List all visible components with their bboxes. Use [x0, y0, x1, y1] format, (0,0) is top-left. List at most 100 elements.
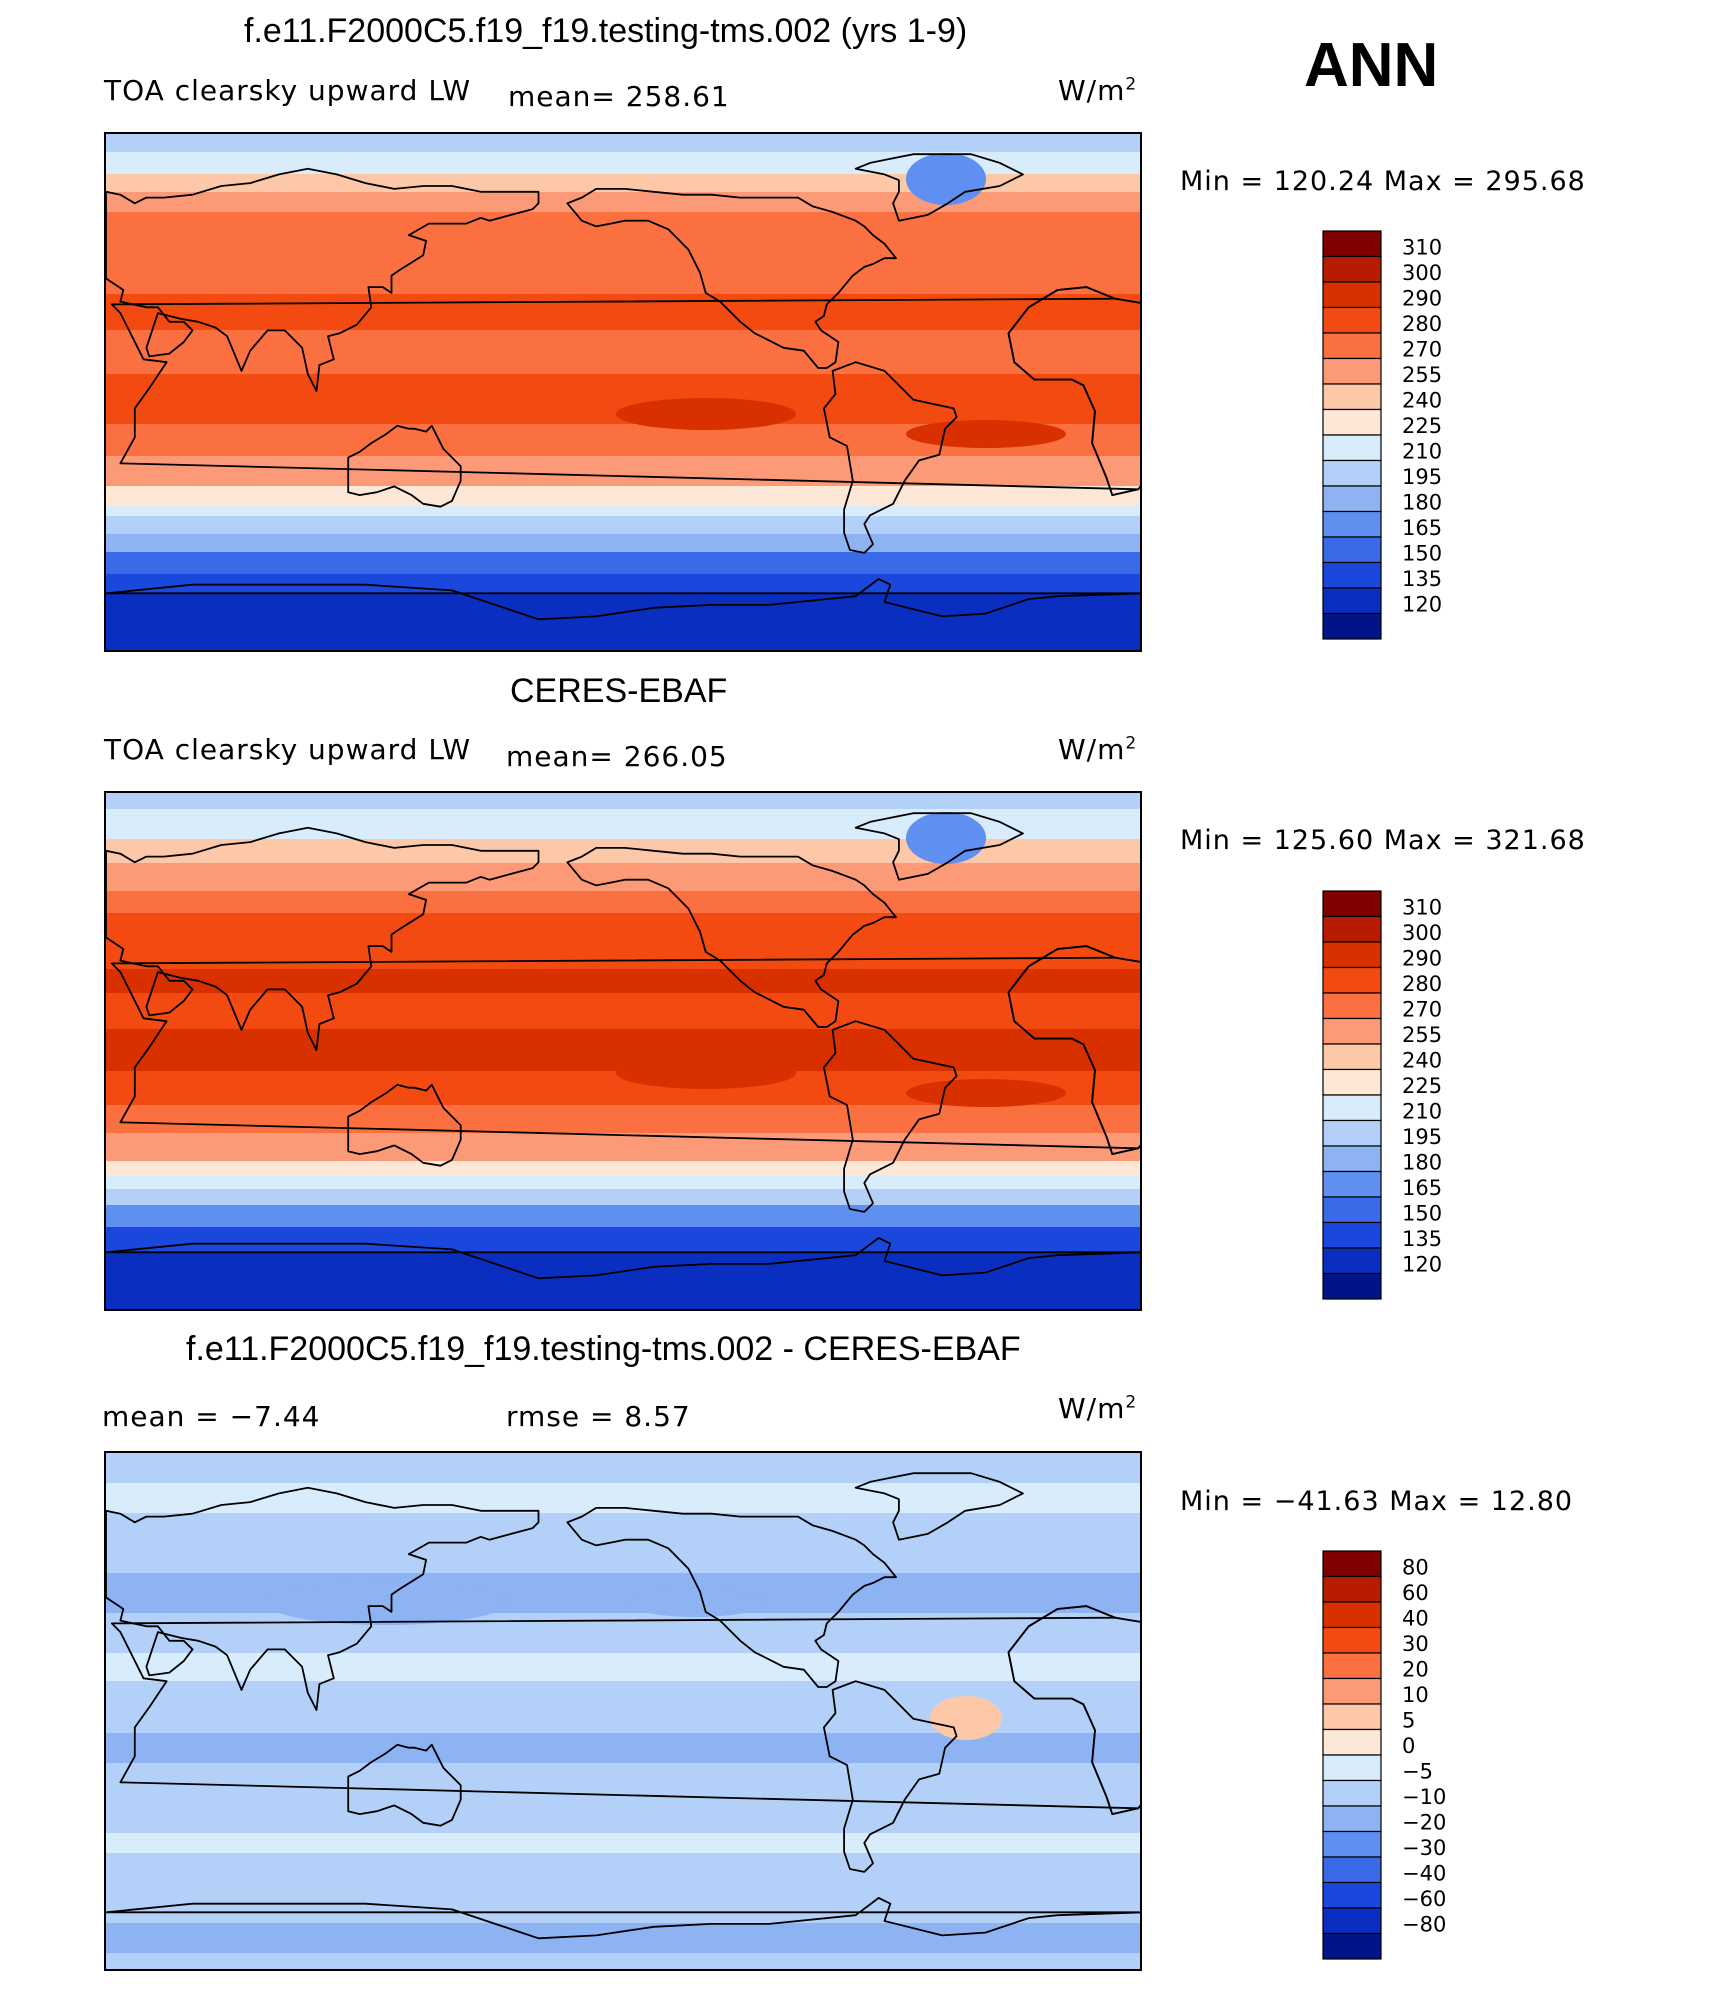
coastline: [106, 1237, 1140, 1280]
season-label: ANN: [1304, 31, 1439, 100]
colorbar-tick-label: 255: [1402, 1023, 1442, 1047]
colorbar-box: [1322, 408, 1382, 436]
colorbar-tick-label: 60: [1402, 1581, 1429, 1605]
panel1-map: [104, 132, 1142, 652]
panel2-mean-label: mean= 266.05: [506, 740, 728, 773]
colorbar-box: [1322, 1677, 1382, 1705]
coastline: [566, 188, 897, 369]
colorbar-box: [1322, 1068, 1382, 1096]
contour-blob: [616, 1057, 796, 1089]
coastline: [106, 167, 540, 392]
colorbar-tick-label: 195: [1402, 1125, 1442, 1149]
contour-band: [106, 1227, 1140, 1253]
contour-band: [106, 1029, 1140, 1071]
colorbar-tick-label: 300: [1402, 261, 1442, 285]
colorbar-tick-label: 120: [1402, 1253, 1442, 1277]
contour-band: [106, 134, 1140, 152]
colorbar-box: [1322, 255, 1382, 283]
contour-band: [106, 174, 1140, 192]
colorbar-tick-label: 30: [1402, 1632, 1429, 1656]
contour-band: [106, 1853, 1140, 1923]
colorbar-box: [1322, 561, 1382, 589]
colorbar-box: [1322, 1728, 1382, 1756]
colorbar-box: [1322, 383, 1382, 411]
colorbar-box: [1322, 1626, 1382, 1654]
colorbar-tick-label: 240: [1402, 389, 1442, 413]
colorbar-tick-label: 300: [1402, 921, 1442, 945]
colorbar-box: [1322, 306, 1382, 334]
colorbar-tick-label: 210: [1402, 1100, 1442, 1124]
panel3-minmax: Min = −41.63 Max = 12.80: [1180, 1486, 1574, 1517]
contour-band: [106, 1205, 1140, 1227]
coastline: [566, 847, 897, 1028]
colorbar-box: [1322, 612, 1382, 640]
colorbar-tick-label: 225: [1402, 1074, 1442, 1098]
contour-band: [106, 1833, 1140, 1853]
colorbar-box: [1322, 587, 1382, 615]
colorbar-tick-label: 270: [1402, 338, 1442, 362]
colorbar-box: [1322, 1907, 1382, 1935]
colorbar-box: [1322, 1272, 1382, 1300]
colorbar-box: [1322, 1094, 1382, 1122]
contour-band: [106, 534, 1140, 552]
colorbar-tick-label: 280: [1402, 312, 1442, 336]
colorbar-tick-label: 135: [1402, 1227, 1442, 1251]
coastline: [347, 1743, 462, 1827]
contour-band: [106, 1923, 1140, 1953]
panel1-colorbar: 3103002902802702552402252101951801651501…: [1322, 230, 1442, 640]
colorbar-tick-label: 165: [1402, 1176, 1442, 1200]
contour-band: [106, 891, 1140, 913]
contour-band: [106, 1161, 1140, 1175]
coastline: [106, 1897, 1140, 1940]
contour-band: [106, 506, 1140, 516]
colorbar-box: [1322, 1575, 1382, 1603]
colorbar-tick-label: 180: [1402, 1151, 1442, 1175]
colorbar-box: [1322, 890, 1382, 918]
colorbar-tick-label: −40: [1402, 1862, 1446, 1886]
contour-band: [106, 594, 1140, 650]
colorbar-tick-label: 135: [1402, 567, 1442, 591]
panel2-colorbar: 3103002902802702552402252101951801651501…: [1322, 890, 1442, 1300]
colorbar-tick-label: 195: [1402, 465, 1442, 489]
colorbar-box: [1322, 1805, 1382, 1833]
colorbar-tick-label: −5: [1402, 1760, 1433, 1784]
panel3-units: W/m2: [1058, 1392, 1138, 1425]
panel2-variable-label: TOA clearsky upward LW: [104, 733, 472, 766]
colorbar-tick-label: 180: [1402, 491, 1442, 515]
contour-blob: [906, 153, 986, 205]
contour-band: [106, 1253, 1140, 1309]
contour-blob: [626, 1589, 766, 1617]
coastline: [823, 1680, 958, 1873]
contour-band: [106, 863, 1140, 891]
panel3-mean-label: mean = −7.44: [102, 1400, 321, 1433]
contour-band: [106, 1733, 1140, 1763]
colorbar-tick-label: −80: [1402, 1913, 1446, 1937]
colorbar-box: [1322, 1043, 1382, 1071]
colorbar-tick-label: −20: [1402, 1811, 1446, 1835]
contour-blob: [906, 1079, 1066, 1107]
coastline-wrap: [1007, 286, 1140, 497]
coastline: [106, 1486, 540, 1711]
contour-band: [106, 192, 1140, 212]
colorbar-tick-label: 150: [1402, 1202, 1442, 1226]
contour-band: [106, 152, 1140, 174]
colorbar-box: [1322, 1703, 1382, 1731]
colorbar-tick-label: −30: [1402, 1836, 1446, 1860]
colorbar-tick-label: 290: [1402, 287, 1442, 311]
contour-band: [106, 574, 1140, 594]
contour-band: [106, 1133, 1140, 1161]
colorbar-tick-label: 120: [1402, 593, 1442, 617]
contour-band: [106, 456, 1140, 486]
panel2-map: [104, 791, 1142, 1311]
contour-blob: [616, 398, 796, 430]
colorbar-box: [1322, 1119, 1382, 1147]
coastline: [566, 1507, 897, 1688]
colorbar-box: [1322, 281, 1382, 309]
coastline: [347, 424, 462, 508]
colorbar-tick-label: 255: [1402, 363, 1442, 387]
contour-band: [106, 993, 1140, 1029]
colorbar-box: [1322, 1830, 1382, 1858]
panel3-rmse-label: rmse = 8.57: [506, 1400, 691, 1433]
contour-band: [106, 793, 1140, 809]
colorbar-tick-label: 210: [1402, 440, 1442, 464]
